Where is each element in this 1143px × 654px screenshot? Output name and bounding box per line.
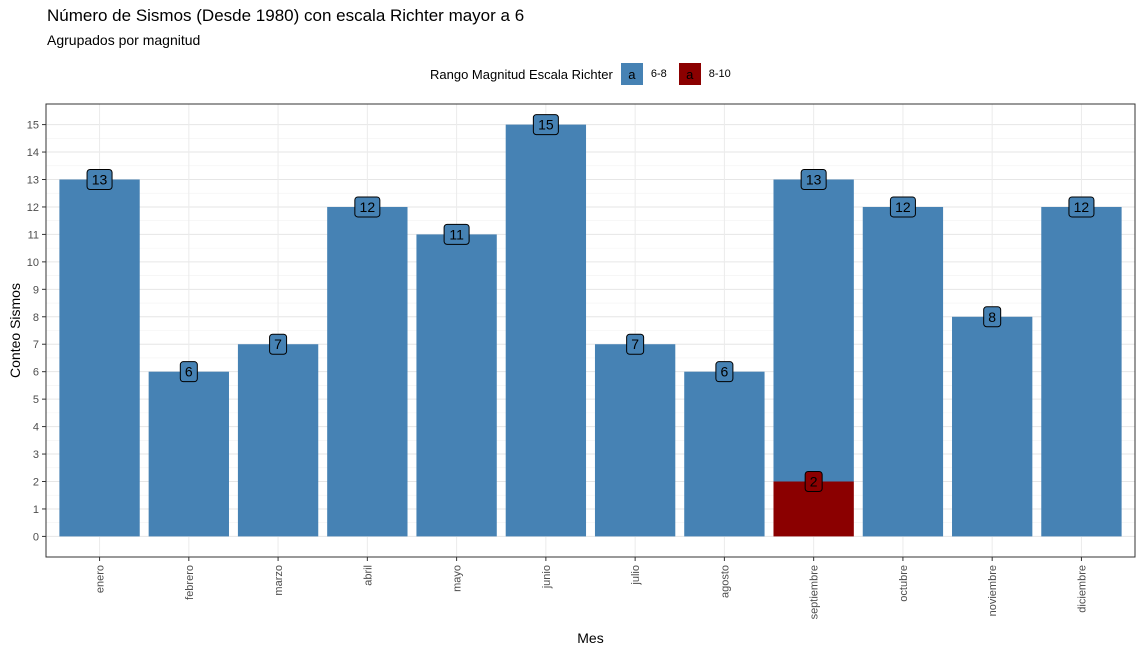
data-label-box <box>269 333 288 355</box>
y-tick-label: 3 <box>33 449 39 461</box>
data-label-box <box>86 169 113 190</box>
y-tick-label: 0 <box>33 531 39 543</box>
data-label-box <box>889 196 916 218</box>
x-tick-label: febrero <box>184 565 196 600</box>
y-tick-label: 8 <box>33 312 39 324</box>
data-label: 15 <box>538 117 554 133</box>
data-label: 12 <box>895 199 911 215</box>
data-label-box <box>983 306 1002 328</box>
x-tick-label: junio <box>541 565 553 589</box>
y-tick-label: 11 <box>28 229 39 241</box>
x-tick-label: noviembre <box>987 565 999 616</box>
data-label: 6 <box>720 364 728 380</box>
chart-subtitle: Agrupados por magnitud <box>47 32 201 48</box>
bar-enero-6-8 <box>59 179 140 537</box>
data-label-box <box>443 223 470 245</box>
bar-diciembre-6-8 <box>1041 206 1122 537</box>
data-label: 12 <box>1074 199 1090 215</box>
data-label: 13 <box>806 172 822 188</box>
y-tick-label: 12 <box>27 202 39 214</box>
bar-noviembre-6-8 <box>952 316 1033 537</box>
data-label: 7 <box>631 336 639 352</box>
x-tick-label: julio <box>630 565 642 586</box>
x-tick-label: enero <box>95 565 107 593</box>
data-label-box <box>804 471 823 492</box>
x-tick-label: marzo <box>273 565 285 596</box>
y-tick-label: 9 <box>33 284 39 296</box>
legend: Rango Magnitud Escala Richter a 6-8 a 8-… <box>430 62 743 86</box>
panel-border <box>45 103 1136 558</box>
legend-key-6-8: a <box>620 63 643 85</box>
y-tick-label: 15 <box>27 120 39 132</box>
x-tick-label: agosto <box>719 565 731 598</box>
data-label: 7 <box>274 336 282 352</box>
x-tick-label: abril <box>362 565 374 586</box>
legend-label-8-10: 8-10 <box>708 68 731 80</box>
data-label-box <box>715 361 734 383</box>
x-tick-label: mayo <box>452 565 464 592</box>
data-label: 2 <box>810 474 818 490</box>
legend-title: Rango Magnitud Escala Richter <box>430 66 613 82</box>
y-tick-label: 10 <box>27 257 39 269</box>
y-tick-label: 7 <box>33 339 39 351</box>
y-tick-label: 2 <box>33 477 39 489</box>
bar-junio-6-8 <box>505 124 587 537</box>
x-tick-label: diciembre <box>1076 565 1088 613</box>
bar-febrero-6-8 <box>148 371 229 537</box>
x-axis-title: Mes <box>577 630 603 646</box>
bar-julio-6-8 <box>594 344 676 537</box>
data-label-box <box>800 169 827 190</box>
y-tick-label: 1 <box>33 504 39 516</box>
chart-title: Número de Sismos (Desde 1980) con escala… <box>47 6 525 25</box>
data-label-box <box>532 114 559 136</box>
bar-agosto-6-8 <box>684 371 765 537</box>
x-tick-label: octubre <box>898 565 910 602</box>
y-tick-label: 4 <box>33 422 39 434</box>
bar-mayo-6-8 <box>416 234 497 537</box>
y-tick-label: 6 <box>33 367 39 379</box>
data-label-box <box>179 361 198 383</box>
data-label-box <box>626 333 645 355</box>
bar-marzo-6-8 <box>237 344 319 537</box>
legend-label-6-8: 6-8 <box>650 68 667 80</box>
data-label: 12 <box>360 199 376 215</box>
data-label-box <box>354 196 381 218</box>
y-tick-label: 13 <box>27 175 39 187</box>
legend-key-8-10: a <box>678 63 701 85</box>
x-tick-label: septiembre <box>809 565 821 619</box>
bar-octubre-6-8 <box>862 206 944 537</box>
data-label: 13 <box>92 172 108 188</box>
data-label: 6 <box>185 364 193 380</box>
y-tick-label: 5 <box>33 394 39 406</box>
bar-septiembre-6-8 <box>773 179 854 482</box>
data-label: 11 <box>449 226 464 242</box>
bar-abril-6-8 <box>327 206 408 537</box>
data-label: 8 <box>988 309 996 325</box>
y-axis-title: Conteo Sismos <box>7 283 23 378</box>
y-tick-label: 14 <box>27 147 39 159</box>
data-label-box <box>1068 196 1095 218</box>
